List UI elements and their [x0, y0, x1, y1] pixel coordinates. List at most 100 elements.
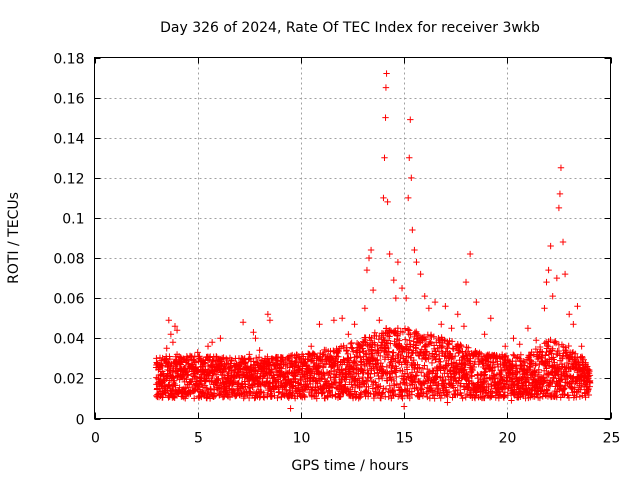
data-point-band: [320, 364, 327, 371]
data-point-band: [555, 347, 563, 355]
data-point: [190, 357, 197, 364]
data-point-band: [275, 378, 282, 385]
data-point: [182, 365, 189, 372]
data-point: [369, 286, 377, 294]
data-point-band: [399, 328, 407, 336]
data-point-band: [354, 352, 361, 360]
data-point-band: [536, 343, 544, 351]
data-point-band: [536, 361, 543, 368]
data-point-band: [398, 393, 405, 400]
data-point: [574, 302, 581, 310]
data-point: [165, 317, 173, 324]
chart-title: Day 326 of 2024, Rate Of TEC Index for r…: [160, 20, 540, 36]
data-point-band: [371, 341, 379, 348]
data-point-band: [392, 367, 400, 375]
data-point: [553, 274, 561, 282]
data-point-band: [430, 333, 438, 340]
data-point-band: [462, 394, 469, 401]
data-point-band: [362, 350, 369, 357]
y-tick-labels: 0 0.02 0.04 0.06 0.08 0.1 0.12 0.14 0.16 0.18: [53, 52, 84, 429]
data-point-band: [332, 384, 340, 391]
data-point-band: [504, 391, 512, 399]
data-point-band: [360, 369, 367, 376]
data-point-band: [512, 354, 520, 362]
data-point-band: [408, 369, 416, 376]
data-point-band: [425, 355, 432, 363]
data-point: [425, 304, 433, 312]
data-point-band: [360, 377, 367, 385]
data-point: [169, 339, 177, 346]
data-point-band: [255, 354, 263, 361]
data-point: [417, 270, 424, 278]
data-point-band: [202, 366, 209, 373]
data-point-band: [402, 358, 410, 366]
data-point: [235, 385, 243, 392]
data-point: [547, 242, 554, 250]
data-point-band: [438, 344, 445, 351]
data-point: [516, 341, 523, 348]
data-point-band: [445, 388, 453, 396]
data-point-band: [347, 340, 354, 348]
data-point-band: [586, 372, 594, 379]
data-point-band: [532, 362, 539, 369]
data-point: [561, 270, 569, 278]
data-point-band: [180, 355, 187, 362]
data-point-band: [220, 354, 227, 361]
data-point: [338, 315, 346, 322]
data-point-band: [385, 393, 392, 401]
data-point-band: [564, 391, 572, 399]
y-tick-label: 0.04: [53, 332, 84, 348]
data-point: [186, 379, 193, 386]
data-point-band: [348, 339, 355, 347]
data-point: [365, 254, 373, 262]
data-point-band: [568, 384, 576, 392]
data-point: [400, 403, 408, 410]
data-point-band: [441, 353, 448, 360]
data-point-band: [437, 358, 444, 366]
data-point-band: [351, 388, 359, 395]
data-point-band: [539, 383, 546, 391]
data-point-band: [526, 363, 533, 370]
data-point-band: [412, 372, 419, 380]
data-point-band: [449, 345, 456, 352]
data-point-band: [178, 390, 185, 397]
data-point-band: [411, 365, 418, 373]
data-point-band: [377, 359, 385, 367]
data-point-band: [586, 368, 593, 375]
data-point-band: [374, 384, 381, 391]
data-point: [545, 266, 552, 274]
data-point-band: [371, 329, 379, 336]
data-point: [390, 276, 397, 284]
data-point-band: [324, 393, 331, 400]
data-point-band: [377, 383, 384, 390]
data-point-band: [451, 390, 458, 398]
data-point-band: [561, 391, 568, 398]
data-point: [409, 226, 416, 234]
data-point-band: [454, 386, 461, 394]
data-point: [502, 343, 509, 350]
data-point: [508, 397, 515, 404]
data-point-band: [457, 380, 465, 387]
data-point-band: [222, 366, 230, 373]
data-point-band: [459, 395, 466, 402]
data-point-band: [501, 392, 508, 400]
data-point-band: [436, 363, 444, 370]
data-point-band: [385, 348, 393, 355]
data-point-band: [417, 369, 425, 376]
data-point-band: [184, 372, 192, 379]
data-point-band: [367, 373, 374, 381]
data-point-band: [403, 366, 411, 373]
data-point-band: [177, 361, 185, 368]
data-point-band: [166, 353, 173, 360]
data-point: [431, 298, 439, 306]
x-tick-label: 20: [499, 431, 517, 447]
data-point-band: [313, 395, 320, 402]
data-point-band: [357, 354, 364, 361]
data-point-band: [502, 352, 510, 359]
data-point-band: [416, 364, 423, 371]
data-point-band: [521, 359, 529, 367]
data-point-band: [191, 395, 198, 402]
data-point: [260, 363, 267, 370]
data-point-band: [216, 384, 223, 391]
data-point-band: [536, 394, 544, 402]
